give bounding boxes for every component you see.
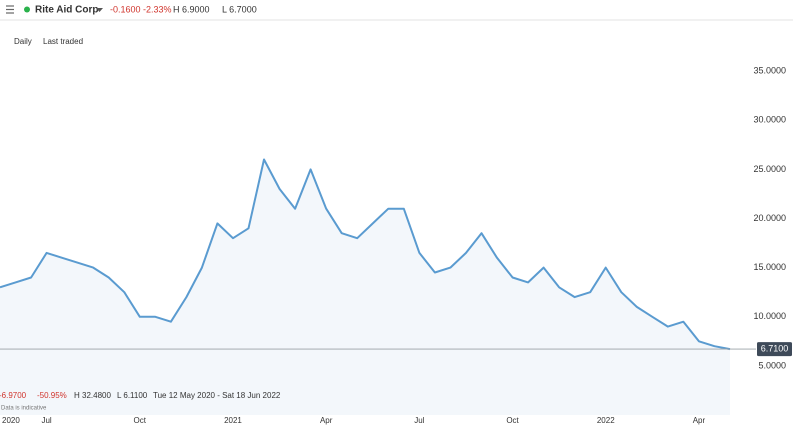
symbol[interactable]: Rite Aid Corp — [35, 5, 99, 16]
area-fill — [0, 159, 730, 415]
menu-icon[interactable] — [6, 5, 14, 14]
y-tick-label: 30.0000 — [753, 115, 786, 125]
plot: 5.0000 10.0000 15.0000 20.0000 25.0000 30.000… — [0, 66, 792, 425]
last-price-label: 6.7100 — [761, 343, 789, 353]
summary-range: Tue 12 May 2020 - Sat 18 Jun 2022 — [153, 391, 281, 400]
x-tick-label: Oct — [134, 416, 147, 425]
x-tick-label: Apr — [693, 416, 706, 425]
status-dot — [24, 6, 30, 13]
summary-high: H 32.4800 — [74, 391, 111, 400]
y-tick-label: 10.0000 — [753, 311, 786, 321]
y-tick-label: 20.0000 — [753, 213, 786, 223]
x-tick-label: 2022 — [597, 416, 615, 425]
x-tick-label: Jul — [41, 416, 51, 425]
price-line — [0, 158, 731, 351]
summary-change-pct: -50.95% — [37, 391, 67, 400]
x-tick-label: Apr — [320, 416, 333, 425]
change-pct: -2.33% — [143, 4, 172, 14]
x-tick-label: 2020 — [2, 416, 20, 425]
interval-button[interactable]: Daily — [14, 37, 32, 46]
top-bar — [0, 0, 793, 20]
low: L 6.7000 — [222, 4, 257, 14]
y-tick-label: 35.0000 — [753, 66, 786, 76]
summary-change: -6.9700 — [0, 391, 27, 400]
y-tick-label: 25.0000 — [753, 164, 786, 174]
price-type-button[interactable]: Last traded — [43, 37, 83, 46]
high: H 6.9000 — [173, 4, 210, 14]
y-tick-label: 15.0000 — [753, 262, 786, 272]
change: -0.1600 — [110, 4, 141, 14]
summary-note: Data is indicative — [1, 406, 47, 412]
last-price-tag — [757, 342, 792, 357]
x-tick-label: Oct — [506, 416, 519, 425]
y-tick-label: 5.0000 — [758, 360, 786, 370]
summary-low: L 6.1100 — [117, 391, 148, 400]
x-tick-label: 2021 — [224, 416, 242, 425]
x-tick-label: Jul — [414, 416, 424, 425]
dropdown-arrow[interactable] — [96, 8, 103, 12]
